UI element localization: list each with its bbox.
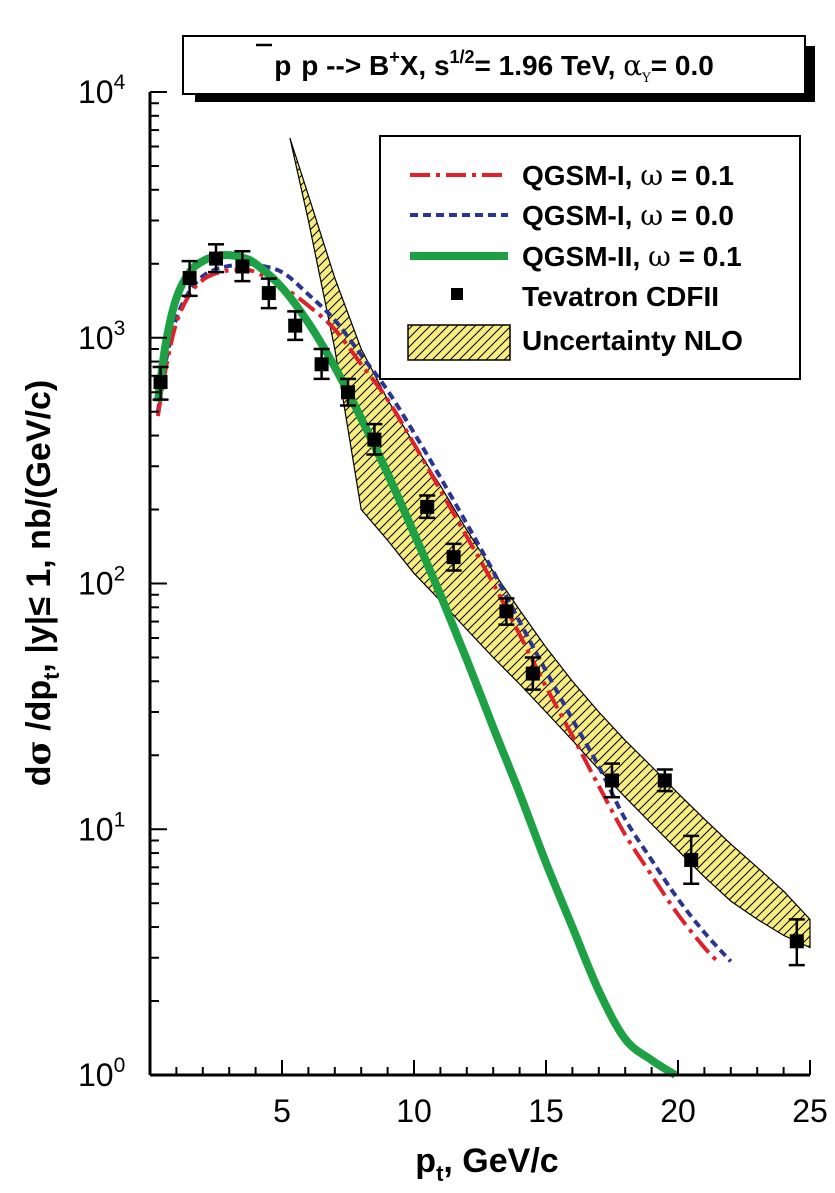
data-point xyxy=(288,318,303,333)
data-point xyxy=(657,773,672,788)
data-point xyxy=(420,499,435,514)
data-point xyxy=(446,550,461,565)
data-point xyxy=(341,385,355,400)
data-point xyxy=(499,604,514,619)
x-tick-label: 15 xyxy=(528,1093,564,1129)
data-point xyxy=(367,432,382,447)
data-point xyxy=(525,666,540,681)
data-point xyxy=(684,852,699,867)
legend-swatch-nlo-hatch xyxy=(408,325,510,360)
x-axis-label: pt, GeV/c xyxy=(415,1142,558,1186)
data-point xyxy=(182,271,197,286)
legend-label-qgsm1-w00: QGSM-I, ω = 0.0 xyxy=(522,199,734,232)
y-tick-label: 103 xyxy=(78,317,125,356)
legend-label-nlo: Uncertainty NLO xyxy=(522,325,743,356)
data-point xyxy=(314,357,329,372)
curve-qgsm1-w01 xyxy=(155,267,720,963)
data-point xyxy=(235,259,250,274)
curve-qgsm1-w00 xyxy=(155,261,733,963)
data-point xyxy=(153,375,168,390)
y-tick-label: 102 xyxy=(78,563,125,602)
data-point xyxy=(789,934,804,949)
marker-layer xyxy=(152,243,805,967)
y-tick-label: 101 xyxy=(78,808,125,847)
legend-label-qgsm1-w01: QGSM-I, ω = 0.1 xyxy=(522,159,734,192)
data-point xyxy=(261,286,276,301)
title-frame xyxy=(182,35,806,95)
x-tick-label: 25 xyxy=(792,1093,828,1129)
nlo-band-hatch xyxy=(289,138,810,948)
axis-ticks: 5 10 15 20 25 100 101 102 103 104 xyxy=(78,71,828,1129)
nlo-band-layer xyxy=(289,137,811,949)
pbar: p xyxy=(301,50,318,81)
y-tick-label: 104 xyxy=(78,71,126,110)
y-axis-label: dσ /dpt, |y|≤ 1, nb/(GeV/c) xyxy=(19,380,64,786)
y-tick-label: 100 xyxy=(78,1054,125,1093)
legend: QGSM-I, ω = 0.1 QGSM-I, ω = 0.0 QGSM-II,… xyxy=(379,135,801,380)
x-tick-label: 10 xyxy=(396,1093,432,1129)
legend-label-qgsm2-w01: QGSM-II, ω = 0.1 xyxy=(522,240,742,273)
data-point xyxy=(605,773,619,788)
legend-label-cdf: Tevatron CDFII xyxy=(522,281,719,312)
x-tick-label: 5 xyxy=(273,1093,291,1129)
data-point xyxy=(209,251,223,266)
x-tick-label: 20 xyxy=(660,1093,696,1129)
legend-swatch-cdf xyxy=(451,288,463,300)
